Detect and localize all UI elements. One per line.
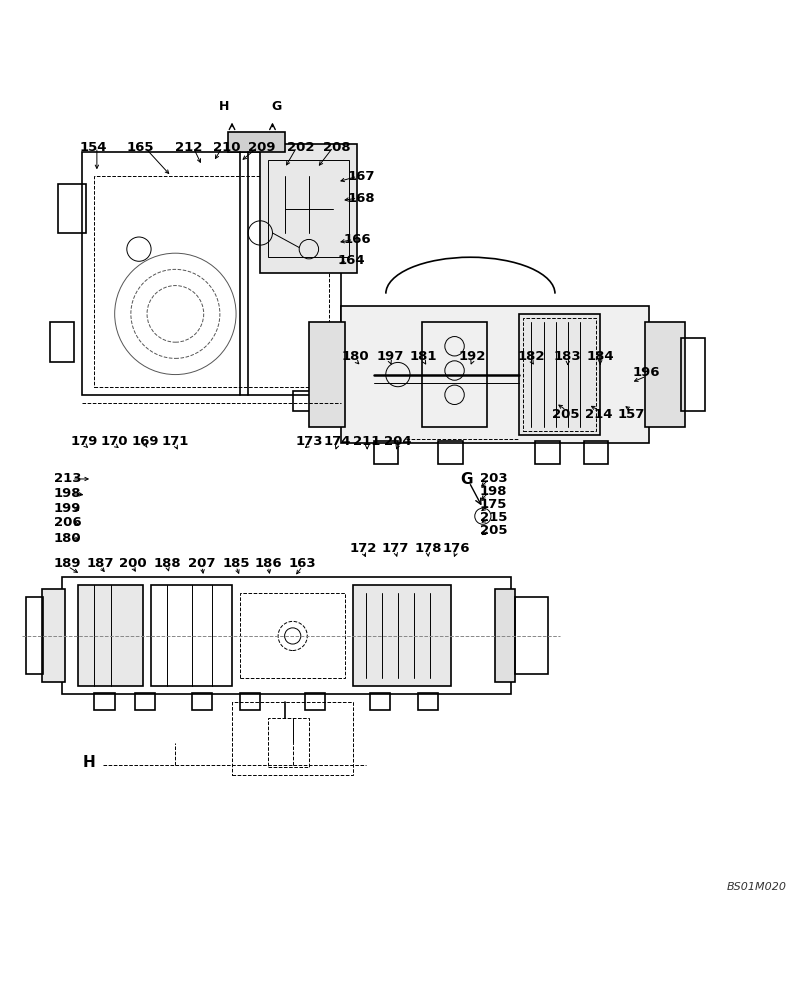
Bar	[519, 314, 599, 435]
Bar	[42, 589, 64, 682]
Bar	[62, 577, 511, 694]
Text: 173: 173	[294, 435, 322, 448]
Bar	[151, 585, 232, 686]
Text: BS01M020: BS01M020	[726, 882, 785, 892]
Text: 187: 187	[86, 557, 114, 570]
Text: 215: 215	[479, 511, 506, 524]
Bar	[240, 693, 260, 710]
Bar	[191, 693, 212, 710]
Text: 177: 177	[381, 542, 409, 555]
Text: 205: 205	[479, 524, 507, 537]
Text: 157: 157	[616, 408, 644, 421]
Text: 204: 204	[384, 435, 411, 448]
Text: 181: 181	[410, 350, 437, 363]
Bar	[50, 322, 74, 362]
Text: 165: 165	[127, 141, 154, 154]
Bar	[534, 441, 559, 464]
Bar	[418, 693, 438, 710]
Bar	[292, 391, 324, 411]
Text: G: G	[460, 472, 472, 487]
Text: 154: 154	[79, 141, 106, 154]
Text: 213: 213	[54, 472, 81, 485]
Text: 175: 175	[479, 498, 506, 511]
Text: 172: 172	[349, 542, 376, 555]
Bar	[94, 693, 114, 710]
Bar	[268, 160, 349, 257]
Bar	[228, 132, 285, 152]
Bar	[495, 589, 515, 682]
Bar	[268, 718, 308, 767]
Text: 182: 182	[517, 350, 544, 363]
Bar	[523, 318, 595, 431]
Text: 188: 188	[153, 557, 181, 570]
Text: 185: 185	[222, 557, 250, 570]
Text: 170: 170	[101, 435, 128, 448]
Bar	[422, 322, 487, 427]
Bar	[26, 597, 44, 674]
Bar	[308, 322, 345, 427]
Bar	[369, 693, 389, 710]
Text: 176: 176	[442, 542, 470, 555]
Text: 167: 167	[347, 170, 375, 183]
Text: 208: 208	[323, 141, 350, 154]
Text: 196: 196	[632, 366, 659, 379]
Bar	[583, 441, 607, 464]
Text: 164: 164	[337, 254, 364, 267]
Bar	[341, 306, 648, 443]
Text: 212: 212	[175, 141, 203, 154]
Text: 179: 179	[71, 435, 98, 448]
Bar	[304, 693, 324, 710]
Text: 214: 214	[584, 408, 611, 421]
Bar	[58, 184, 86, 233]
Text: 206: 206	[54, 516, 81, 529]
Bar	[78, 585, 143, 686]
Text: H: H	[218, 100, 229, 113]
Text: 209: 209	[248, 141, 276, 154]
Text: 199: 199	[54, 502, 81, 515]
Text: 178: 178	[414, 542, 441, 555]
Text: 207: 207	[188, 557, 216, 570]
Bar	[240, 593, 345, 678]
Text: 183: 183	[553, 350, 581, 363]
Text: 180: 180	[54, 532, 81, 545]
Text: 166: 166	[343, 233, 371, 246]
Text: 184: 184	[586, 350, 613, 363]
Text: H: H	[82, 755, 95, 770]
Text: 200: 200	[118, 557, 146, 570]
Bar	[515, 597, 547, 674]
Text: 169: 169	[131, 435, 159, 448]
Bar	[260, 144, 357, 273]
Text: 203: 203	[479, 472, 507, 485]
Text: 174: 174	[323, 435, 350, 448]
Text: 189: 189	[54, 557, 81, 570]
Bar	[438, 441, 462, 464]
Bar	[135, 693, 155, 710]
Text: 197: 197	[375, 350, 403, 363]
Text: 198: 198	[54, 487, 81, 500]
Text: 192: 192	[458, 350, 486, 363]
Bar	[680, 338, 705, 411]
Bar	[353, 585, 450, 686]
Bar	[232, 702, 353, 775]
Text: 186: 186	[255, 557, 282, 570]
Text: 211: 211	[353, 435, 380, 448]
Bar	[94, 176, 328, 387]
Text: 210: 210	[212, 141, 240, 154]
Bar	[82, 152, 341, 395]
Text: 202: 202	[287, 141, 314, 154]
Bar	[644, 322, 684, 427]
Text: 163: 163	[288, 557, 315, 570]
Text: 205: 205	[551, 408, 579, 421]
Text: 198: 198	[479, 485, 507, 498]
Text: 168: 168	[347, 192, 375, 205]
Text: 171: 171	[161, 435, 189, 448]
Text: 180: 180	[341, 350, 369, 363]
Text: G: G	[271, 100, 281, 113]
Bar	[373, 441, 397, 464]
